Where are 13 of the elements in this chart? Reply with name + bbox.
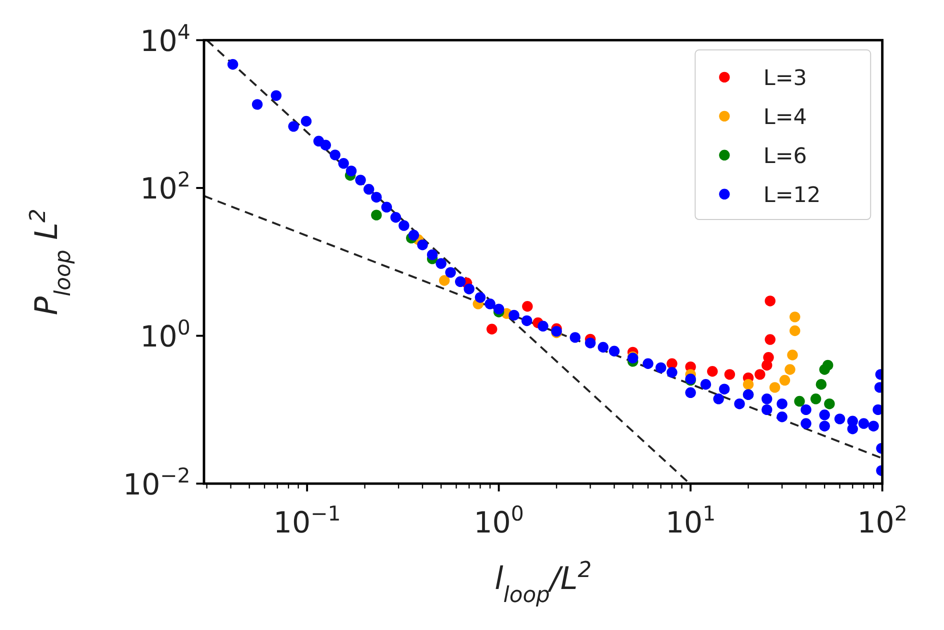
x-tick-label: 10$^{1}$ — [665, 501, 716, 540]
x-axis-title: l$_{loop}$/L$^{2}$ — [494, 557, 592, 608]
legend-label: L=3 — [763, 66, 807, 91]
y-tick-label: 10$^{4}$ — [140, 20, 190, 58]
x-tick-label: 10$^{0}$ — [474, 501, 524, 540]
y-tick-label: 10$^{2}$ — [140, 168, 190, 206]
x-tick-label: 10$^{−1}$ — [273, 501, 341, 540]
legend-label: L=4 — [763, 104, 807, 130]
legend-label: L=6 — [763, 144, 807, 169]
y-tick-label: 10$^{−2}$ — [122, 463, 190, 502]
legend-label: L=12 — [763, 182, 821, 208]
x-tick-label: 10$^{2}$ — [857, 501, 908, 540]
y-tick-label: 10$^{0}$ — [140, 316, 190, 354]
